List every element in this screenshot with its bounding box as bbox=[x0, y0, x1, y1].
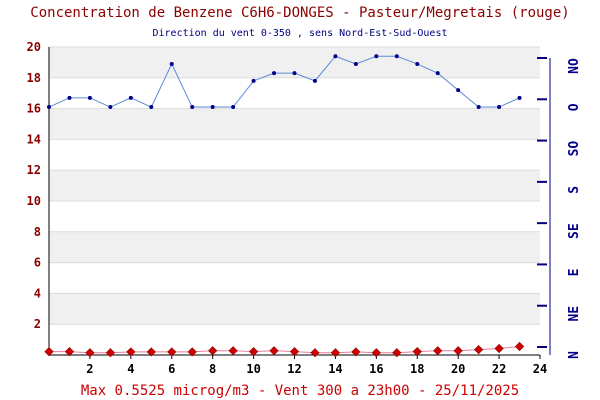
grid-band bbox=[49, 201, 540, 232]
benzene-point bbox=[208, 346, 218, 356]
y-tick-label: 4 bbox=[34, 286, 41, 300]
benzene-point bbox=[494, 343, 504, 354]
x-tick-label: 24 bbox=[533, 362, 547, 376]
wind-direction-point bbox=[292, 71, 297, 76]
direction-tick-label: SE bbox=[567, 223, 582, 239]
benzene-point bbox=[371, 348, 381, 358]
x-tick-label: 16 bbox=[369, 362, 383, 376]
grid-band bbox=[49, 231, 540, 263]
benzene-point bbox=[474, 345, 484, 355]
wind-direction-point bbox=[272, 71, 277, 76]
y-tick-label: 6 bbox=[34, 256, 41, 270]
grid-band bbox=[49, 262, 540, 294]
grid-band bbox=[49, 139, 540, 171]
wind-direction-point bbox=[108, 105, 113, 110]
wind-direction-point bbox=[415, 61, 420, 66]
benzene-point bbox=[105, 348, 115, 358]
direction-tick-label: E bbox=[567, 269, 582, 277]
wind-direction-point bbox=[456, 88, 461, 93]
direction-tick-label: SO bbox=[567, 141, 582, 157]
benzene-point bbox=[412, 347, 422, 357]
wind-direction-point bbox=[87, 95, 92, 100]
benzene-point bbox=[146, 347, 156, 357]
wind-direction-point bbox=[497, 105, 502, 110]
wind-direction-point bbox=[333, 54, 338, 59]
wind-direction-point bbox=[190, 105, 195, 110]
wind-direction-point bbox=[476, 105, 481, 110]
benzene-point bbox=[248, 347, 259, 357]
chart-footer: Max 0.5525 microg/m3 - Vent 300 a 23h00 … bbox=[80, 383, 520, 399]
grid-bands bbox=[49, 46, 540, 355]
benzene-point bbox=[392, 348, 402, 358]
benzene-point bbox=[85, 348, 95, 358]
wind-direction-point bbox=[210, 105, 215, 110]
x-axis-ticks: 2 4 6 8 10 12 14 16 18 20 22 24 bbox=[86, 355, 547, 376]
y-tick-label: 20 bbox=[27, 40, 41, 54]
wind-direction-point bbox=[312, 78, 317, 83]
x-tick-label: 20 bbox=[451, 362, 465, 376]
y-tick-label: 16 bbox=[27, 102, 41, 116]
x-tick-label: 10 bbox=[246, 362, 260, 376]
wind-direction-point bbox=[353, 61, 358, 66]
benzene-point bbox=[167, 347, 177, 357]
benzene-point bbox=[269, 346, 279, 356]
direction-tick-label: NO bbox=[567, 58, 582, 74]
wind-direction-line bbox=[48, 55, 520, 108]
benzene-point bbox=[351, 347, 361, 357]
y-tick-label: 18 bbox=[27, 71, 41, 85]
y-axis-ticks: 2 4 6 8 10 12 14 16 18 20 bbox=[27, 40, 41, 331]
x-tick-label: 8 bbox=[209, 362, 216, 376]
wind-direction-point bbox=[435, 71, 440, 76]
x-tick-label: 2 bbox=[86, 362, 93, 376]
wind-direction-point bbox=[251, 78, 256, 83]
chart-title: Concentration de Benzene C6H6-DONGES - P… bbox=[30, 5, 570, 21]
x-tick-label: 4 bbox=[127, 362, 134, 376]
direction-tick-label: O bbox=[567, 103, 582, 111]
wind-direction-point bbox=[128, 95, 133, 100]
grid-band bbox=[49, 170, 540, 201]
benzene-point bbox=[433, 346, 443, 356]
benzene-point bbox=[453, 346, 463, 356]
grid-band bbox=[49, 108, 540, 140]
wind-direction-point bbox=[169, 61, 174, 66]
benzene-point bbox=[310, 348, 320, 358]
wind-direction-point bbox=[394, 54, 399, 59]
series-layer bbox=[44, 54, 525, 358]
grid-band bbox=[49, 77, 540, 109]
benzene-point bbox=[330, 348, 341, 358]
y-tick-label: 14 bbox=[27, 132, 41, 146]
benzene-point bbox=[44, 347, 54, 357]
x-tick-label: 22 bbox=[492, 362, 506, 376]
y-tick-label: 10 bbox=[27, 194, 41, 208]
benzene-point bbox=[64, 347, 75, 357]
wind-direction-point bbox=[149, 105, 154, 110]
chart-subtitle: Direction du vent 0-350 , sens Nord-Est-… bbox=[152, 28, 448, 39]
benzene-point bbox=[228, 346, 238, 356]
direction-tick-label: S bbox=[567, 186, 582, 194]
benzene-point bbox=[289, 347, 300, 357]
y-tick-label: 2 bbox=[34, 317, 41, 331]
grid-band bbox=[49, 293, 540, 325]
x-tick-label: 12 bbox=[287, 362, 301, 376]
wind-direction-point bbox=[67, 95, 72, 100]
wind-direction-point bbox=[374, 54, 379, 59]
benzene-point bbox=[514, 341, 525, 352]
wind-direction-point bbox=[231, 105, 236, 110]
x-tick-label: 18 bbox=[410, 362, 424, 376]
direction-tick-label: NE bbox=[567, 306, 582, 322]
y-tick-label: 8 bbox=[34, 225, 41, 239]
x-tick-label: 6 bbox=[168, 362, 175, 376]
benzene-point bbox=[187, 347, 197, 357]
direction-tick-label: N bbox=[567, 351, 582, 359]
y-tick-label: 12 bbox=[27, 163, 41, 177]
x-tick-label: 14 bbox=[328, 362, 342, 376]
benzene-point bbox=[126, 347, 136, 357]
direction-axis-ticks: N NE E SE S SO O NO bbox=[537, 57, 582, 359]
wind-direction-point bbox=[47, 105, 51, 110]
wind-direction-point bbox=[517, 95, 522, 100]
